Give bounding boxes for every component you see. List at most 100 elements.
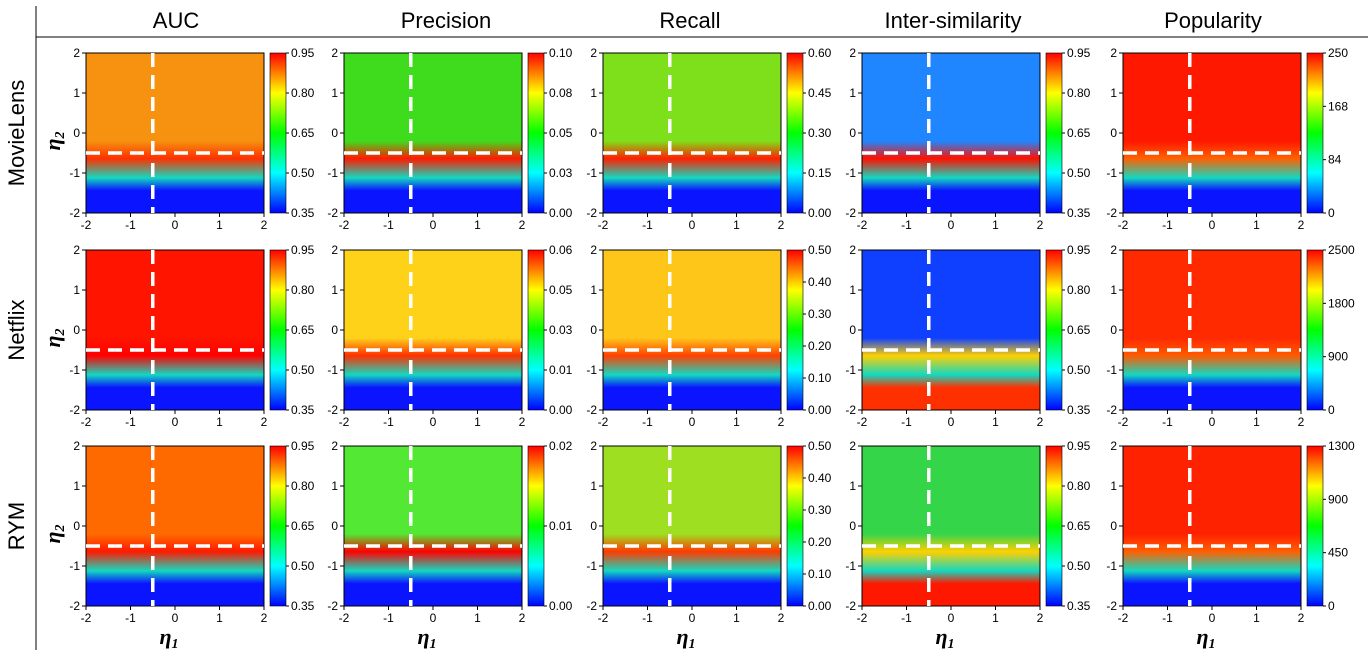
colorbar: [786, 445, 804, 607]
x-tick-label: -1: [1162, 218, 1173, 232]
y-tick-label: -2: [586, 206, 597, 220]
panel-movielens-recall: -2-2 -1 -1 0 0 1 1 2 2 0.60 0.45 0.30 0.15 0.00: [586, 46, 831, 232]
y-tick-label: -1: [845, 166, 856, 180]
colorbar-label: 0.50: [1067, 559, 1091, 573]
heatmap-surface: [86, 446, 264, 606]
x-tick-label: 1: [1253, 415, 1260, 429]
y-tick-label: -2: [327, 206, 338, 220]
colorbar-label: 0.50: [291, 166, 315, 180]
heatmap-surface: [344, 446, 522, 606]
column-header-inter-similarity: Inter-similarity: [885, 8, 1022, 33]
x-tick-label: 2: [1037, 415, 1044, 429]
y-tick-label: 2: [73, 243, 80, 257]
x-tick-label: -2: [1118, 218, 1129, 232]
colorbar-label: 0.80: [1067, 283, 1091, 297]
x-tick-label: -1: [901, 415, 912, 429]
x-tick-label: 1: [733, 611, 740, 625]
colorbar-label: 0.10: [808, 371, 832, 385]
colorbar-label: 0.65: [1067, 323, 1091, 337]
y-tick-label: -2: [845, 599, 856, 613]
x-tick-label: 0: [948, 415, 955, 429]
colorbar-label: 0.50: [291, 559, 315, 573]
colorbar-label: 250: [1328, 46, 1348, 60]
y-tick-label: -1: [845, 559, 856, 573]
colorbar-label: 0.35: [1067, 599, 1091, 613]
column-header-popularity: Popularity: [1164, 8, 1262, 33]
y-tick-label: 0: [331, 323, 338, 337]
colorbar-label: 450: [1328, 546, 1348, 560]
x-tick-label: 0: [172, 611, 179, 625]
colorbar-label: 0.60: [808, 46, 832, 60]
y-tick-label: 0: [1110, 323, 1117, 337]
heatmap-surface: [344, 53, 522, 213]
colorbar-label: 0.15: [808, 166, 832, 180]
colorbar-label: 0.45: [808, 86, 832, 100]
x-tick-label: -2: [598, 218, 609, 232]
y-tick-label: -1: [69, 363, 80, 377]
x-tick-label: -1: [1162, 415, 1173, 429]
x-tick-label: -1: [642, 611, 653, 625]
x-tick-label: -1: [383, 611, 394, 625]
colorbar-label: 0.35: [291, 403, 315, 417]
x-tick-label: 2: [261, 218, 268, 232]
heatmap-surface: [862, 250, 1040, 410]
colorbar-label: 0.00: [808, 206, 832, 220]
y-tick-label: 2: [73, 439, 80, 453]
y-tick-label: -2: [69, 403, 80, 417]
x-tick-label: -2: [339, 415, 350, 429]
colorbar-label: 0.03: [549, 166, 573, 180]
colorbar-label: 0.95: [291, 243, 315, 257]
x-tick-label: -1: [125, 611, 136, 625]
x-tick-label: -1: [642, 218, 653, 232]
panel-netflix-inter-similarity: -2-2 -1 -1 0 0 1 1 2 2 0.95 0.80 0.65 0.50 0.35: [845, 243, 1090, 429]
panel-movielens-popularity: -2-2 -1 -1 0 0 1 1 2 2 250 168 84 0: [1106, 46, 1348, 232]
x-tick-label: 0: [1209, 218, 1216, 232]
panel-movielens-auc: -2-2 -1 -1 0 0 1 1 2 2 0.95 0.80 0.65 0.50 0.35 η2: [40, 46, 315, 232]
y-tick-label: 1: [1110, 86, 1117, 100]
x-tick-label: 0: [1209, 611, 1216, 625]
row-label-rym: RYM: [4, 502, 29, 551]
y-tick-label: 0: [73, 323, 80, 337]
colorbar-label: 0.50: [808, 243, 832, 257]
x-tick-label: 1: [733, 415, 740, 429]
colorbar: [1306, 52, 1324, 214]
y-tick-label: 2: [73, 46, 80, 60]
x-tick-label: -2: [857, 218, 868, 232]
y-tick-label: -2: [69, 599, 80, 613]
y-tick-label: -2: [1106, 206, 1117, 220]
panel-movielens-precision: -2-2 -1 -1 0 0 1 1 2 2 0.10 0.08 0.05 0.03 0.00: [327, 46, 572, 232]
colorbar: [269, 249, 287, 411]
colorbar-label: 0.50: [1067, 166, 1091, 180]
x-tick-label: 2: [1298, 415, 1305, 429]
y-tick-label: 1: [849, 86, 856, 100]
heatmap-surface: [603, 250, 781, 410]
y-tick-label: 1: [590, 479, 597, 493]
y-tick-label: 0: [849, 519, 856, 533]
y-tick-label: 0: [590, 126, 597, 140]
x-tick-label: -2: [339, 611, 350, 625]
y-tick-label: -2: [69, 206, 80, 220]
x-tick-label: 1: [216, 218, 223, 232]
y-tick-label: 1: [1110, 479, 1117, 493]
y-tick-label: 2: [331, 439, 338, 453]
heatmap-surface: [86, 250, 264, 410]
colorbar-label: 0.08: [549, 86, 573, 100]
x-tick-label: 0: [948, 218, 955, 232]
colorbar-label: 168: [1328, 99, 1348, 113]
x-tick-label: -2: [857, 611, 868, 625]
colorbar-label: 1300: [1328, 439, 1355, 453]
x-tick-label: 1: [216, 611, 223, 625]
colorbar-label: 0.40: [808, 471, 832, 485]
y-tick-label: 0: [849, 126, 856, 140]
colorbar-label: 0.00: [549, 206, 573, 220]
colorbar-label: 0.80: [1067, 479, 1091, 493]
y-tick-label: 2: [1110, 243, 1117, 257]
colorbar-label: 0.20: [808, 339, 832, 353]
panel-movielens-inter-similarity: -2-2 -1 -1 0 0 1 1 2 2 0.95 0.80 0.65 0.50 0.35: [845, 46, 1090, 232]
y-tick-label: 0: [1110, 519, 1117, 533]
x-tick-label: 2: [261, 611, 268, 625]
y-tick-label: 0: [590, 323, 597, 337]
heatmap-surface: [862, 53, 1040, 213]
y-tick-label: -1: [1106, 166, 1117, 180]
